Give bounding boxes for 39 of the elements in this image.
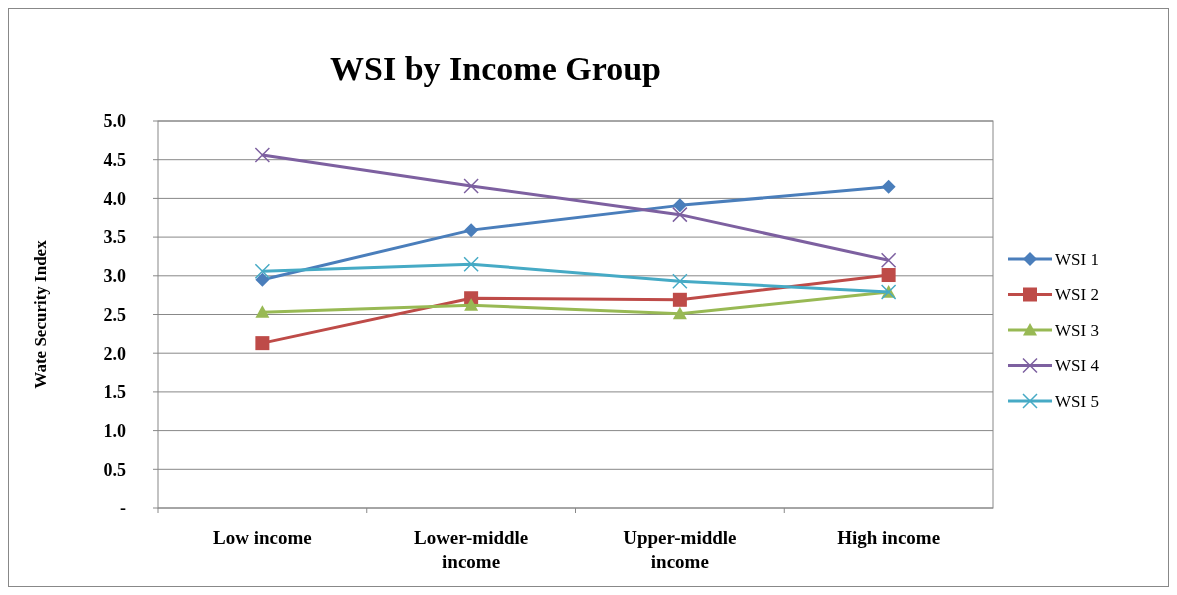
point: [881, 268, 896, 283]
chart-title: WSI by Income Group: [330, 50, 661, 87]
point: [672, 206, 688, 223]
x-tick-label: Lower-middle income: [413, 527, 529, 572]
y-tick-label: 3.0: [103, 266, 126, 287]
y-axis-title: Wate Security Index: [31, 239, 50, 389]
point: [672, 273, 688, 289]
y-tick-label: 2.0: [103, 343, 126, 364]
point: [463, 256, 479, 272]
legend-label: WSI 1: [1055, 249, 1099, 269]
y-tick-label: 5.0: [103, 111, 126, 132]
y-tick-label: 0.5: [103, 459, 126, 480]
point: [672, 198, 687, 213]
x-tick-label: High income: [837, 527, 941, 548]
legend-label: WSI 5: [1055, 391, 1099, 411]
legend-label: WSI 4: [1055, 356, 1100, 376]
legend-label: WSI 2: [1055, 285, 1099, 305]
point: [672, 306, 687, 320]
point: [255, 272, 270, 287]
y-tick-label: 3.5: [103, 227, 126, 248]
point: [464, 298, 479, 311]
legend-label: WSI 3: [1055, 320, 1099, 340]
y-tick-label: 1.5: [103, 382, 126, 403]
x-tick-label: Low income: [213, 527, 312, 548]
y-tick-label: 4.0: [103, 188, 126, 209]
point: [254, 147, 271, 163]
point: [255, 305, 270, 318]
x-tick-label: Upper-middle income: [623, 527, 737, 572]
point: [463, 178, 479, 194]
y-tick-label: 4.5: [103, 150, 126, 170]
y-tick-label: -: [120, 498, 126, 519]
point: [672, 292, 687, 307]
point: [254, 263, 271, 279]
point: [880, 252, 897, 269]
point: [255, 336, 270, 351]
y-tick-label: 1.0: [103, 420, 126, 441]
y-tick-label: 2.5: [103, 304, 126, 325]
point: [881, 179, 896, 194]
point: [464, 223, 479, 238]
